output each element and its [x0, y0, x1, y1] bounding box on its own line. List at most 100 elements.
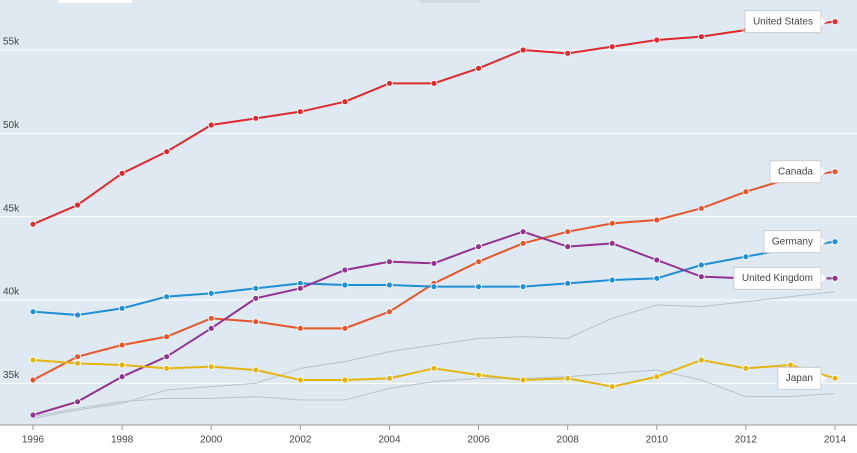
point [386, 308, 393, 316]
label-pointer [821, 167, 827, 176]
point [386, 79, 393, 87]
x-tick-label: 2006 [467, 435, 490, 446]
legend-label: Germany [772, 236, 813, 247]
point [341, 376, 349, 384]
point [29, 376, 37, 384]
point [118, 169, 126, 177]
point [296, 376, 304, 384]
y-tick-label: 35k [3, 370, 20, 381]
point [831, 168, 839, 176]
x-tick-label: 1998 [111, 435, 134, 446]
label-pointer [821, 274, 827, 283]
point [475, 283, 482, 291]
point [608, 43, 616, 51]
point [74, 398, 81, 406]
point [475, 371, 482, 379]
point [118, 304, 126, 312]
series-label: Germany [763, 230, 827, 254]
point [653, 274, 661, 282]
point [742, 364, 750, 372]
x-tick-label: 2014 [824, 435, 847, 446]
series-label: Japan [777, 366, 827, 390]
point [207, 121, 215, 129]
point [564, 374, 572, 382]
point [341, 281, 349, 289]
label-pointer [821, 237, 827, 246]
legend-label: Japan [786, 373, 813, 384]
point [29, 411, 37, 419]
legend-label: United Kingdom [742, 273, 813, 284]
point [341, 324, 349, 332]
point [29, 356, 37, 364]
point [430, 79, 438, 87]
point [118, 361, 126, 369]
point [163, 148, 171, 156]
point [207, 289, 215, 297]
point [697, 261, 705, 269]
point [163, 333, 171, 341]
point [564, 279, 572, 287]
x-tick-label: 2004 [378, 435, 401, 446]
point [163, 293, 171, 301]
point [608, 239, 616, 247]
point [29, 220, 37, 228]
series-line [32, 291, 836, 419]
point [386, 281, 393, 289]
point [653, 216, 661, 224]
point [207, 314, 215, 322]
point [608, 219, 616, 227]
y-tick-label: 55k [3, 37, 20, 48]
point [252, 284, 260, 292]
point [118, 341, 126, 349]
y-tick-label: 40k [3, 287, 20, 298]
series-label: United Kingdom [733, 266, 827, 290]
point [697, 273, 705, 281]
point [519, 376, 527, 384]
point [831, 238, 839, 246]
x-tick-label: 2012 [735, 435, 758, 446]
point [163, 364, 171, 372]
y-tick-label: 50k [3, 120, 20, 131]
point [697, 204, 705, 212]
point [519, 46, 527, 54]
point [296, 324, 304, 332]
point [341, 266, 349, 274]
tab [420, 0, 480, 3]
point [74, 201, 81, 209]
series-line [32, 369, 836, 418]
label-pointer [821, 374, 827, 383]
plot-background [0, 0, 857, 425]
point [653, 256, 661, 264]
point [519, 228, 527, 236]
x-tick-label: 2002 [289, 435, 312, 446]
point [742, 188, 750, 196]
point [519, 283, 527, 291]
label-pointer [821, 17, 827, 26]
x-tick-label: 1996 [22, 435, 45, 446]
point [74, 359, 81, 367]
point [207, 363, 215, 371]
point [831, 374, 839, 382]
point [74, 353, 81, 361]
point [252, 294, 260, 302]
point [831, 18, 839, 26]
point [608, 383, 616, 391]
point [252, 318, 260, 326]
point [430, 364, 438, 372]
point [386, 374, 393, 382]
point [296, 108, 304, 116]
point [697, 356, 705, 364]
point [564, 49, 572, 57]
point [519, 239, 527, 247]
point [742, 253, 750, 261]
x-tick-label: 2008 [557, 435, 580, 446]
point [430, 259, 438, 267]
legend-label: United States [753, 16, 813, 27]
point [697, 33, 705, 41]
point [564, 228, 572, 236]
point [252, 114, 260, 122]
point [475, 64, 482, 72]
point [207, 324, 215, 332]
point [296, 284, 304, 292]
